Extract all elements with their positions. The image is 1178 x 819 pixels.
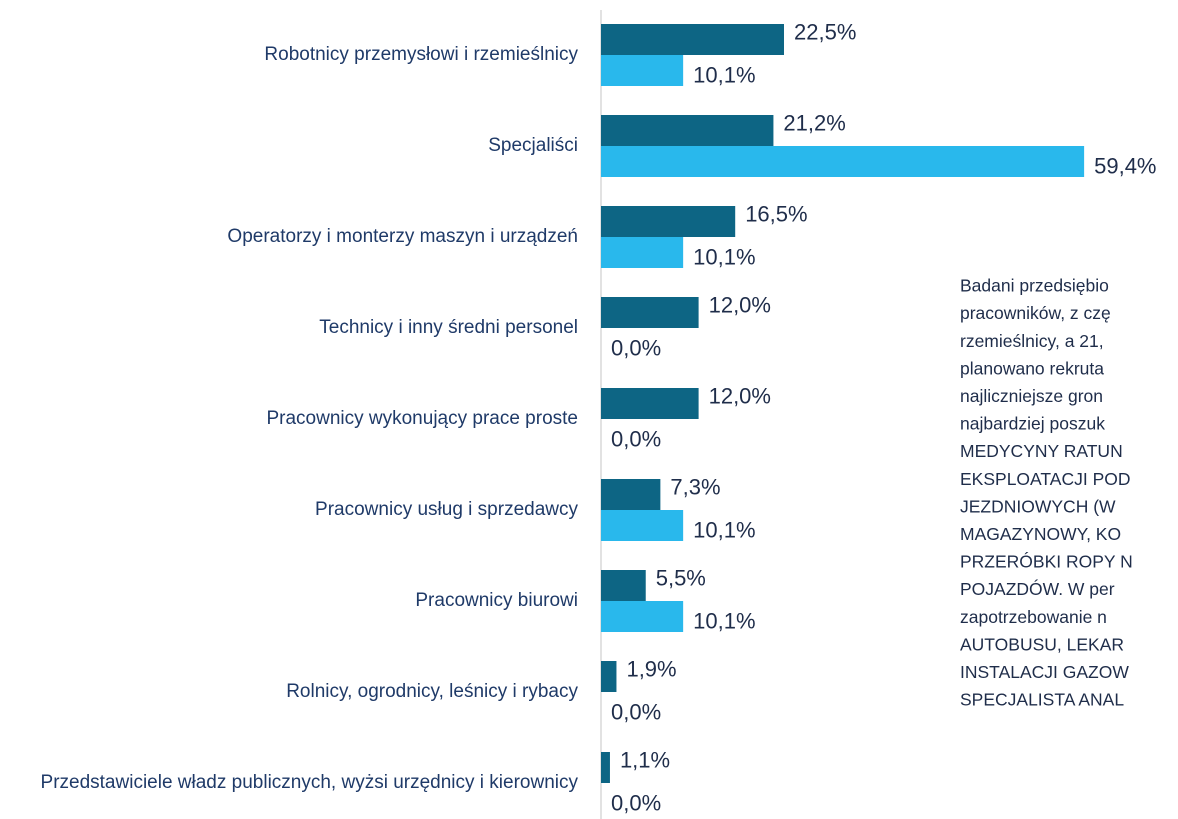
bar — [601, 206, 736, 237]
annotation-line: pracowników, z czę — [960, 303, 1111, 323]
bar — [601, 752, 610, 783]
annotation-line: PRZERÓBKI ROPY N — [960, 551, 1133, 572]
value-label: 10,1% — [693, 244, 755, 269]
value-label: 10,1% — [693, 517, 755, 542]
value-label: 0,0% — [611, 699, 661, 724]
annotation-line: SPECJALISTA ANAL — [960, 690, 1124, 710]
annotation-line: najliczniejsze gron — [960, 386, 1103, 406]
value-label: 12,0% — [709, 383, 771, 408]
bar — [601, 237, 684, 268]
value-label: 59,4% — [1094, 153, 1156, 178]
category-label: Pracownicy biurowi — [415, 590, 578, 611]
value-label: 10,1% — [693, 62, 755, 87]
value-label: 5,5% — [656, 565, 706, 590]
bar — [601, 146, 1085, 177]
annotation-line: MAGAZYNOWY, KO — [960, 524, 1121, 544]
value-label: 0,0% — [611, 790, 661, 815]
bar — [601, 479, 661, 510]
bar — [601, 388, 699, 419]
bar — [601, 24, 784, 55]
annotation-line: planowano rekruta — [960, 358, 1104, 378]
annotation-line: MEDYCYNY RATUN — [960, 441, 1123, 461]
category-label: Specjaliści — [488, 135, 578, 156]
bar — [601, 661, 617, 692]
annotation-line: zapotrzebowanie n — [960, 607, 1107, 627]
bar — [601, 510, 684, 541]
category-label: Pracownicy usług i sprzedawcy — [315, 499, 578, 520]
category-label: Robotnicy przemysłowi i rzemieślnicy — [264, 44, 578, 65]
annotation-line: najbardziej poszuk — [960, 414, 1105, 434]
value-label: 7,3% — [670, 474, 720, 499]
bar — [601, 115, 774, 146]
bar — [601, 297, 699, 328]
category-label: Przedstawiciele władz publicznych, wyżsi… — [41, 772, 579, 793]
annotation-line: rzemieślnicy, a 21, — [960, 331, 1104, 351]
value-label: 10,1% — [693, 608, 755, 633]
bar — [601, 55, 684, 86]
annotation-line: POJAZDÓW. W per — [960, 578, 1115, 599]
value-label: 12,0% — [709, 292, 771, 317]
category-label: Technicy i inny średni personel — [319, 317, 578, 338]
annotation-line: EKSPLOATACJI POD — [960, 469, 1131, 489]
bar — [601, 601, 684, 632]
category-label: Operatorzy i monterzy maszyn i urządzeń — [227, 226, 578, 247]
annotation-line: AUTOBUSU, LEKAR — [960, 634, 1124, 654]
value-label: 16,5% — [745, 201, 807, 226]
annotation-line: JEZDNIOWYCH (W — [960, 496, 1116, 516]
value-label: 21,2% — [783, 110, 845, 135]
bar — [601, 570, 646, 601]
value-label: 22,5% — [794, 19, 856, 44]
annotation-line: INSTALACJI GAZOW — [960, 662, 1129, 682]
annotation-line: Badani przedsiębio — [960, 276, 1109, 296]
value-label: 1,9% — [626, 656, 676, 681]
value-label: 1,1% — [620, 747, 670, 772]
value-label: 0,0% — [611, 426, 661, 451]
value-label: 0,0% — [611, 335, 661, 360]
category-label: Pracownicy wykonujący prace proste — [266, 408, 578, 429]
category-label: Rolnicy, ogrodnicy, leśnicy i rybacy — [286, 681, 578, 702]
